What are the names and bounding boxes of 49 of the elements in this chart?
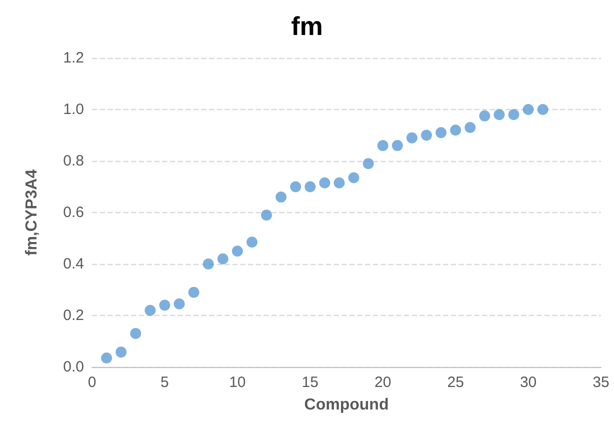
y-tick-label: 0.6: [63, 204, 84, 221]
x-axis-title: Compound: [304, 396, 389, 414]
point: [202, 258, 214, 270]
x-tick-label: 35: [592, 374, 610, 391]
point: [348, 172, 360, 184]
x-tick-label: 30: [520, 374, 537, 391]
x-tick-label: 15: [302, 374, 318, 391]
x-tick-label: 20: [374, 374, 392, 391]
y-tick-label: 0.4: [63, 256, 84, 272]
point: [159, 300, 170, 311]
point: [522, 104, 534, 115]
y-tick-label: 1.2: [63, 50, 84, 66]
point: [450, 124, 462, 136]
y-tick-label: 0.2: [63, 307, 84, 324]
point: [174, 298, 185, 310]
point: [420, 130, 432, 141]
point: [290, 181, 302, 192]
point: [304, 181, 316, 192]
point: [494, 109, 505, 120]
x-tick-label: 10: [229, 374, 246, 391]
x-tick-label: 25: [447, 374, 464, 391]
point: [377, 140, 388, 152]
point: [276, 192, 287, 203]
point: [116, 346, 127, 358]
point: [392, 140, 403, 152]
y-tick-label: 1.0: [63, 101, 84, 118]
y-tick-label: 0.8: [63, 152, 84, 170]
point: [232, 246, 243, 257]
y-tick-label: 0.0: [63, 358, 84, 376]
point: [130, 328, 142, 340]
point: [508, 109, 520, 120]
point: [217, 253, 228, 264]
x-tick-label: 5: [160, 374, 169, 391]
point: [246, 236, 258, 248]
x-tick-label: 0: [88, 374, 96, 391]
point: [464, 122, 476, 134]
y-axis-title: fm,CYP3A4: [24, 169, 40, 256]
point: [362, 158, 374, 170]
point: [436, 127, 447, 138]
point: [479, 110, 490, 122]
point: [319, 177, 330, 188]
point: [261, 210, 272, 221]
point: [537, 104, 548, 115]
point: [188, 286, 200, 298]
point: [406, 132, 418, 144]
point: [101, 352, 112, 364]
point: [144, 304, 156, 316]
point: [334, 177, 345, 188]
chart-title: fm: [291, 11, 323, 41]
